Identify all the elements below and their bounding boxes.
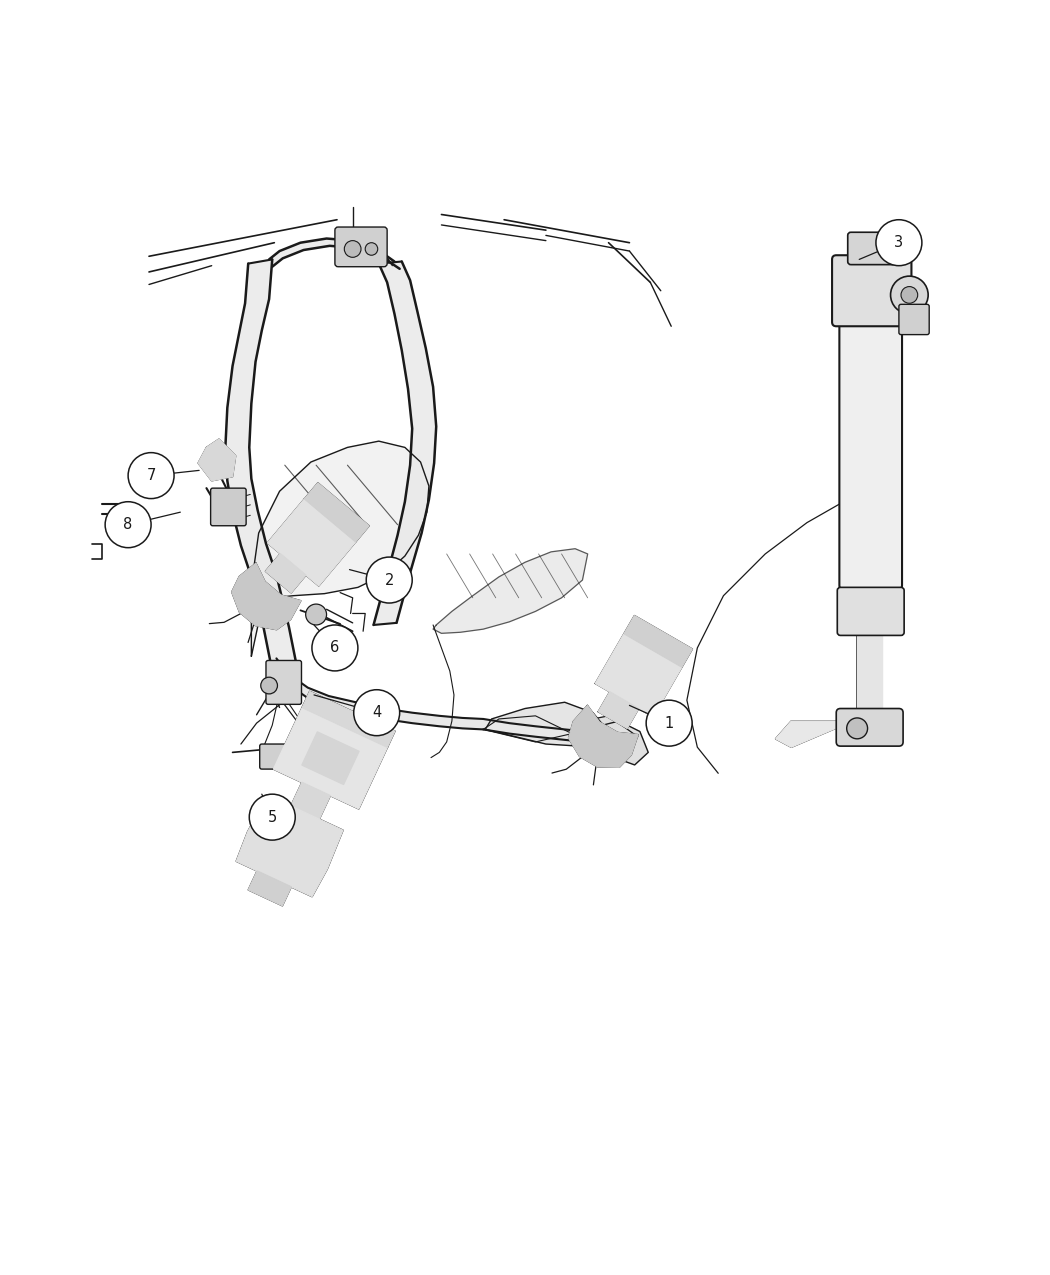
Polygon shape xyxy=(595,634,681,717)
Circle shape xyxy=(876,219,922,265)
Polygon shape xyxy=(598,692,638,728)
Text: 4: 4 xyxy=(372,705,381,720)
Polygon shape xyxy=(586,722,648,765)
Circle shape xyxy=(105,502,151,548)
Text: 2: 2 xyxy=(384,572,394,588)
Polygon shape xyxy=(302,732,359,784)
Polygon shape xyxy=(302,691,395,747)
Polygon shape xyxy=(776,722,848,747)
Circle shape xyxy=(312,625,358,671)
Polygon shape xyxy=(374,261,436,625)
FancyBboxPatch shape xyxy=(259,745,308,769)
Text: 6: 6 xyxy=(331,640,339,655)
Polygon shape xyxy=(251,441,428,657)
Polygon shape xyxy=(269,238,400,269)
Circle shape xyxy=(344,241,361,258)
Circle shape xyxy=(260,677,277,694)
FancyBboxPatch shape xyxy=(847,232,896,265)
Polygon shape xyxy=(232,564,300,630)
Circle shape xyxy=(646,700,692,746)
Polygon shape xyxy=(236,794,343,896)
FancyBboxPatch shape xyxy=(335,227,387,266)
Text: 8: 8 xyxy=(124,518,132,532)
Text: 3: 3 xyxy=(895,235,903,250)
Polygon shape xyxy=(276,658,483,729)
Circle shape xyxy=(366,557,413,603)
FancyBboxPatch shape xyxy=(836,709,903,746)
Polygon shape xyxy=(268,499,356,586)
Polygon shape xyxy=(248,871,291,905)
Circle shape xyxy=(128,453,174,499)
FancyBboxPatch shape xyxy=(899,305,929,334)
Circle shape xyxy=(306,604,327,625)
Polygon shape xyxy=(433,548,588,634)
Text: 5: 5 xyxy=(268,810,277,825)
Polygon shape xyxy=(572,715,637,747)
Circle shape xyxy=(890,277,928,314)
Polygon shape xyxy=(291,783,331,820)
Polygon shape xyxy=(483,719,604,745)
Circle shape xyxy=(365,242,378,255)
Circle shape xyxy=(249,794,295,840)
Circle shape xyxy=(354,690,400,736)
FancyBboxPatch shape xyxy=(266,660,301,704)
FancyBboxPatch shape xyxy=(211,488,246,525)
Circle shape xyxy=(901,287,918,303)
Polygon shape xyxy=(226,259,297,671)
Polygon shape xyxy=(483,715,572,742)
Polygon shape xyxy=(485,703,609,747)
Text: 7: 7 xyxy=(146,468,155,483)
Polygon shape xyxy=(266,553,306,593)
FancyBboxPatch shape xyxy=(837,588,904,635)
Circle shape xyxy=(846,718,867,738)
FancyBboxPatch shape xyxy=(839,268,902,589)
Text: 1: 1 xyxy=(665,715,674,731)
Polygon shape xyxy=(857,632,882,715)
Polygon shape xyxy=(273,708,387,808)
Polygon shape xyxy=(198,439,235,481)
Polygon shape xyxy=(569,705,638,768)
FancyBboxPatch shape xyxy=(832,255,911,326)
Polygon shape xyxy=(624,616,692,667)
Polygon shape xyxy=(304,483,370,542)
